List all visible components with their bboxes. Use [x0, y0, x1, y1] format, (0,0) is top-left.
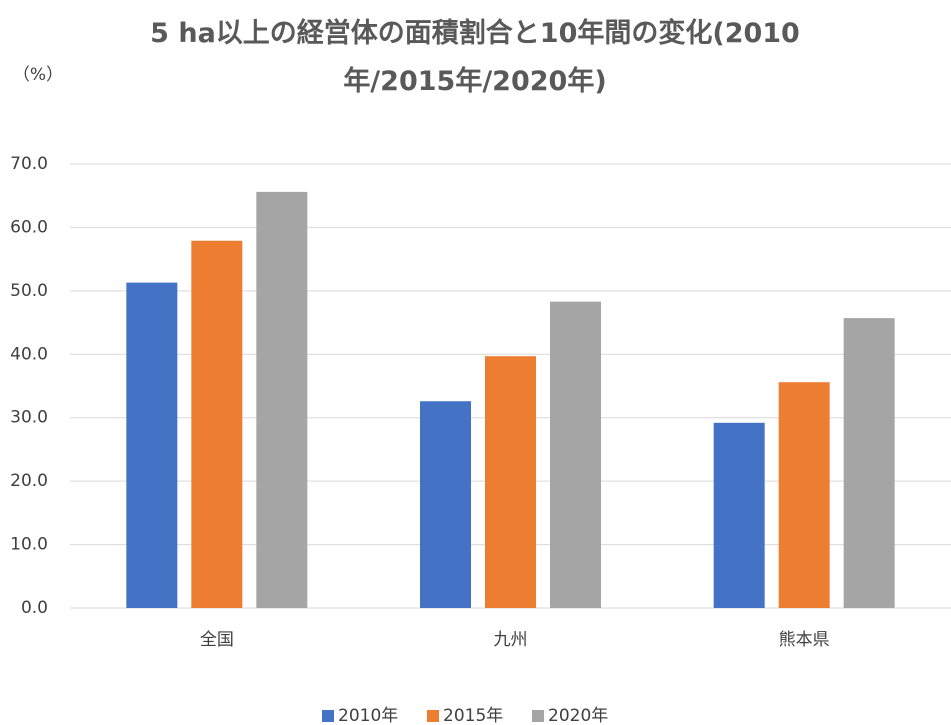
bar: [126, 282, 178, 608]
y-tick-label: 0.0: [21, 598, 48, 618]
legend-swatch: [427, 710, 439, 722]
legend-swatch: [322, 710, 334, 722]
bar: [485, 356, 536, 608]
y-tick-label: 10.0: [10, 535, 48, 555]
legend-label: 2020年: [548, 706, 608, 725]
legend-swatch: [532, 710, 544, 722]
bar: [713, 422, 765, 608]
y-tick-label: 60.0: [10, 217, 48, 237]
legend-label: 2015年: [443, 706, 503, 725]
y-tick-label: 20.0: [10, 471, 48, 491]
y-tick-label: 70.0: [10, 154, 48, 174]
x-tick-label: 熊本県: [779, 630, 830, 650]
y-tick-label: 30.0: [10, 408, 48, 428]
legend-label: 2010年: [338, 706, 398, 725]
bar: [420, 401, 471, 608]
x-tick-label: 九州: [494, 630, 528, 650]
y-axis-label: （%）: [13, 65, 63, 85]
x-tick-label: 全国: [200, 630, 234, 650]
bar: [843, 318, 895, 608]
y-tick-label: 50.0: [10, 281, 48, 301]
bar: [550, 301, 601, 608]
y-tick-label: 40.0: [10, 344, 48, 364]
chart-title: 5 ha以上の経営体の面積割合と10年間の変化(2010年/2015年/2020…: [150, 18, 800, 97]
bar: [191, 240, 243, 608]
bar: [778, 382, 830, 608]
bar: [256, 191, 308, 608]
